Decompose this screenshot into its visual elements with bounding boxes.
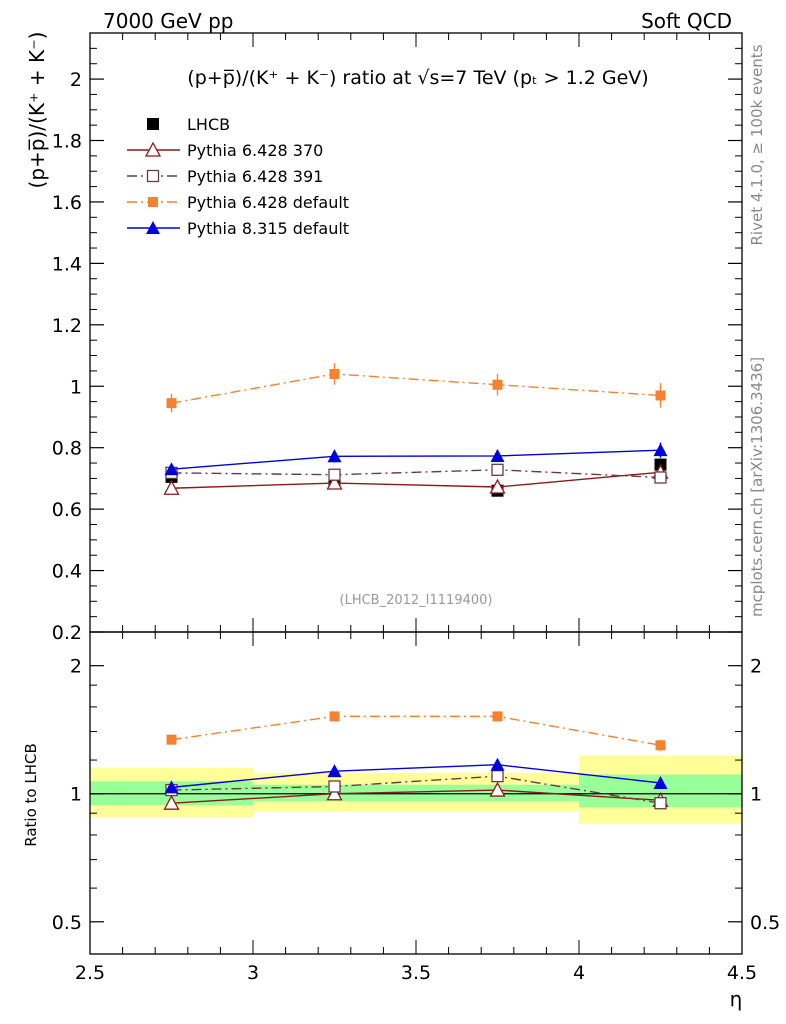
main-series-2-point-1 — [328, 468, 341, 481]
ratio-series-2-line — [171, 715, 661, 746]
legend-marker-2 — [146, 169, 160, 183]
main-series-2-point-3 — [654, 471, 667, 484]
main-series-1-point-1 — [326, 474, 343, 490]
main-ytick-label-7: 1.6 — [52, 192, 82, 214]
rivet-version-label: Rivet 4.1.0, ≥ 100k events — [748, 44, 766, 245]
legend-marker-1 — [144, 141, 162, 157]
ratio-series-2-point-0 — [166, 734, 177, 745]
main-ytick-label-0: 0.2 — [52, 622, 82, 644]
main-series-group — [163, 363, 669, 497]
main-ytick-label-4: 1 — [70, 376, 82, 398]
legend-entry-1: Pythia 6.428 370 — [127, 141, 323, 160]
legend-entry-2: Pythia 6.428 391 — [127, 167, 323, 186]
main-ytick-label-5: 1.2 — [52, 315, 82, 337]
main-series-4-point-0 — [164, 462, 179, 476]
ratio-series-1-line — [171, 775, 661, 804]
ratio-ytick-label-right-2: 2 — [750, 656, 762, 678]
main-series-1-line — [171, 471, 661, 489]
xtick-label-2: 3.5 — [401, 962, 431, 984]
x-axis-label: η — [730, 987, 743, 1011]
main-series-4-point-2 — [490, 448, 505, 462]
ratio-series-2 — [166, 711, 666, 752]
ratio-series-2-point-1 — [329, 711, 340, 722]
main-ytick-label-3: 0.8 — [52, 438, 82, 460]
ratio-ytick-label-0: 0.5 — [52, 912, 82, 934]
ratio-series-0-point-0 — [163, 794, 180, 810]
ratio-series-3-point-3 — [653, 775, 668, 789]
analysis-id-label: (LHCB_2012_I1119400) — [340, 593, 493, 608]
main-series-1-point-2 — [489, 478, 506, 494]
legend-label-0: LHCB — [187, 115, 230, 134]
ratio-series-0-point-1 — [326, 785, 343, 801]
main-ytick-label-8: 1.8 — [52, 131, 82, 153]
legend: LHCB Pythia 6.428 370 Pythia 6.428 391 Pyth… — [127, 115, 349, 238]
ratio-series-1-point-2 — [491, 769, 504, 783]
legend-marker-3 — [148, 197, 158, 207]
main-series-1 — [163, 463, 669, 495]
main-series-2-line — [171, 469, 661, 479]
main-series-3-point-1 — [329, 368, 340, 379]
main-series-1-point-0 — [163, 479, 180, 495]
legend-marker-0 — [147, 118, 159, 130]
legend-label-2: Pythia 6.428 391 — [187, 167, 323, 186]
ratio-series-2-point-2 — [492, 711, 503, 722]
ratio-series-3-point-2 — [490, 757, 505, 771]
main-ytick-label-2: 0.6 — [52, 499, 82, 521]
main-series-4-line — [171, 449, 661, 470]
xtick-label-3: 4 — [573, 962, 585, 984]
legend-entry-3: Pythia 6.428 default — [127, 193, 349, 212]
ratio-y-axis-label: Ratio to LHCB — [22, 743, 40, 847]
main-series-3-line — [171, 373, 661, 404]
ratio-series-1-point-1 — [328, 780, 341, 793]
ratio-ytick-label-right-1: 1 — [750, 784, 762, 806]
ratio-series-2-point-3 — [655, 740, 666, 751]
legend-entry-0: LHCB — [147, 115, 230, 134]
main-series-3-point-3 — [655, 390, 666, 401]
main-series-2-point-2 — [491, 463, 504, 476]
plot-title: (p+p̅)/(K⁺ + K⁻) ratio at √s=7 TeV (pₜ >… — [187, 67, 648, 89]
legend-label-1: Pythia 6.428 370 — [187, 141, 323, 160]
legend-entry-4: Pythia 8.315 default — [127, 219, 349, 238]
header-right-label: Soft QCD — [641, 9, 732, 33]
ratio-uncertainty-bands — [90, 755, 742, 824]
ratio-series-group — [163, 711, 669, 810]
main-series-4-point-1 — [327, 449, 342, 463]
legend-label-4: Pythia 8.315 default — [187, 219, 349, 238]
ratio-series-3-line — [171, 764, 661, 789]
ratio-ytick-label-1: 1 — [70, 784, 82, 806]
ratio-series-1-point-3 — [654, 797, 667, 810]
mcplots-url-label: mcplots.cern.ch [arXiv:1306.3436] — [748, 357, 766, 617]
main-series-3-point-0 — [166, 398, 177, 409]
main-y-axis-label: (p+p̅)/(K⁺ + K⁻) — [25, 32, 49, 189]
main-series-3 — [166, 363, 666, 413]
xtick-label-4: 4.5 — [727, 962, 757, 984]
main-ytick-label-1: 0.4 — [52, 561, 82, 583]
ratio-series-3 — [164, 757, 668, 794]
ratio-series-3-point-1 — [327, 764, 342, 778]
xtick-label-1: 3 — [247, 962, 259, 984]
legend-marker-4 — [146, 221, 160, 234]
legend-label-3: Pythia 6.428 default — [187, 193, 349, 212]
ratio-ytick-label-2: 2 — [70, 656, 82, 678]
ratio-series-0-point-2 — [489, 781, 506, 797]
main-axis-ticks: 0.2 0.4 0.6 0.8 1 1.2 1.4 1.6 1.8 2 — [52, 33, 743, 644]
main-series-2 — [165, 463, 667, 484]
main-series-3-point-2 — [492, 379, 503, 390]
ratio-axis-ticks: 0.5 0.5 1 1 2 2 2.5 3 3.5 4 4.5 — [52, 632, 780, 984]
ratio-series-0-line — [171, 789, 661, 804]
main-ytick-label-9: 2 — [70, 69, 82, 91]
ratio-ytick-label-right-0: 0.5 — [750, 912, 780, 934]
main-series-4 — [164, 442, 668, 476]
main-series-4-point-3 — [653, 443, 668, 457]
xtick-label-0: 2.5 — [75, 962, 105, 984]
ratio-series-3-point-0 — [164, 780, 179, 794]
main-ytick-label-6: 1.4 — [52, 253, 82, 275]
header-left-label: 7000 GeV pp — [103, 9, 234, 33]
